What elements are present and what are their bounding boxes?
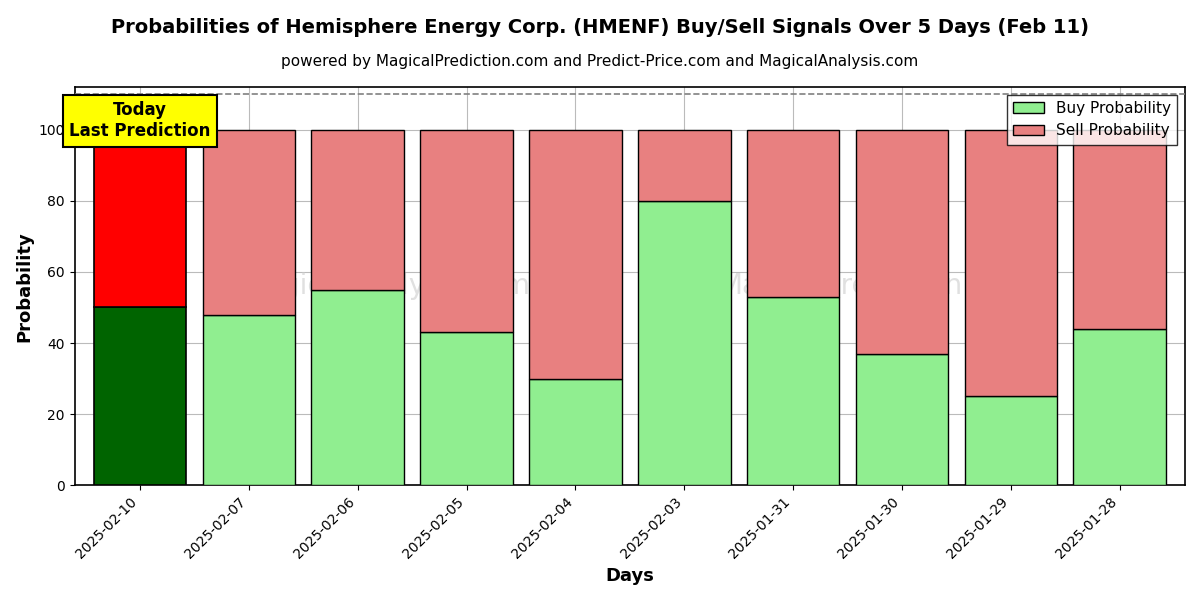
Text: powered by MagicalPrediction.com and Predict-Price.com and MagicalAnalysis.com: powered by MagicalPrediction.com and Pre… bbox=[281, 54, 919, 69]
Bar bbox=[856, 130, 948, 353]
Bar bbox=[94, 307, 186, 485]
Text: Probabilities of Hemisphere Energy Corp. (HMENF) Buy/Sell Signals Over 5 Days (F: Probabilities of Hemisphere Energy Corp.… bbox=[112, 18, 1090, 37]
Bar bbox=[312, 130, 404, 290]
Bar bbox=[746, 130, 839, 297]
Bar bbox=[203, 130, 295, 314]
Bar bbox=[1074, 329, 1166, 485]
Bar bbox=[965, 397, 1057, 485]
Text: Today
Last Prediction: Today Last Prediction bbox=[70, 101, 211, 140]
Bar bbox=[856, 353, 948, 485]
Bar bbox=[638, 201, 731, 485]
Bar bbox=[420, 130, 512, 332]
Bar bbox=[965, 130, 1057, 397]
Text: MagicalAnalysis.com: MagicalAnalysis.com bbox=[241, 272, 530, 300]
Text: MagicalPrediction.com: MagicalPrediction.com bbox=[718, 272, 1031, 300]
Bar bbox=[638, 130, 731, 201]
Bar bbox=[420, 332, 512, 485]
Bar bbox=[312, 290, 404, 485]
Y-axis label: Probability: Probability bbox=[16, 231, 34, 341]
Bar bbox=[529, 130, 622, 379]
Legend: Buy Probability, Sell Probability: Buy Probability, Sell Probability bbox=[1007, 95, 1177, 145]
Bar bbox=[1074, 130, 1166, 329]
Bar bbox=[746, 297, 839, 485]
Bar bbox=[94, 130, 186, 307]
Bar bbox=[529, 379, 622, 485]
X-axis label: Days: Days bbox=[605, 567, 654, 585]
Bar bbox=[203, 314, 295, 485]
